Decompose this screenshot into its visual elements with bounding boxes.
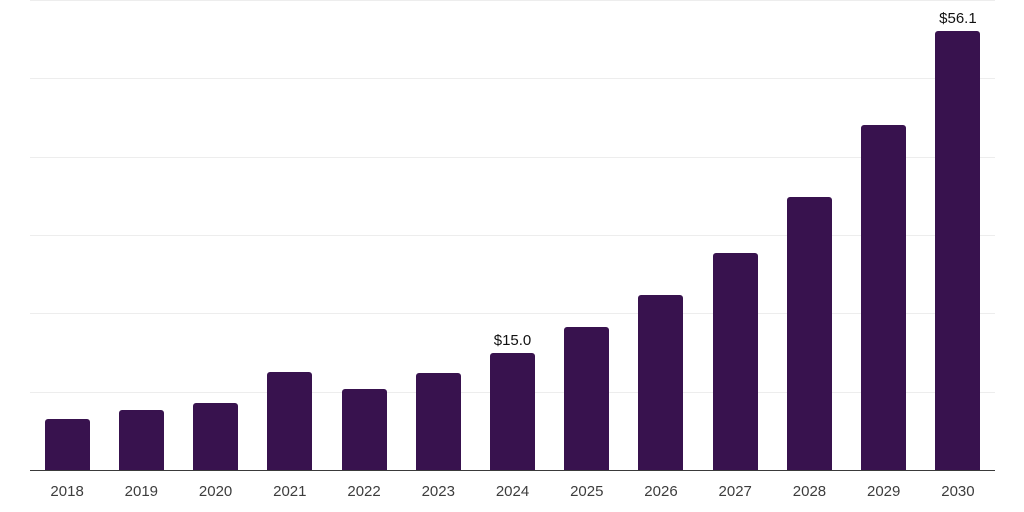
bar-2027[interactable]	[712, 253, 758, 470]
bar-2018[interactable]	[44, 419, 90, 470]
gridline-30	[30, 235, 995, 236]
bar-2022[interactable]	[341, 389, 387, 470]
gridline-40	[30, 156, 995, 158]
x-tick-label-2018: 2018	[50, 483, 84, 500]
bar-2026[interactable]	[638, 295, 684, 470]
gridline-60	[30, 0, 995, 1]
x-axis-tick-labels: 2018 2019 2020 2021 2022 2023 2024 2025 2026 2027…	[30, 470, 995, 500]
x-tick-label-2019: 2019	[124, 483, 159, 500]
x-tick-label-2022: 2022	[347, 483, 381, 500]
x-tick-label-2030: 2030	[941, 483, 975, 500]
gridline-50	[30, 78, 995, 80]
bar-2028[interactable]	[786, 196, 832, 470]
gridline-20	[30, 313, 995, 315]
x-tick-label-2028: 2028	[792, 483, 827, 500]
bar-slot-2026	[624, 0, 698, 470]
x-tick-label-2029: 2029	[867, 483, 901, 500]
x-axis-line	[30, 469, 995, 471]
data-label-2024: $15.0	[493, 331, 532, 349]
x-tick-label-2021: 2021	[273, 483, 307, 500]
bar-2023[interactable]	[415, 372, 461, 470]
bar-slot-2030: $56.1	[921, 0, 995, 470]
bar-series: $15.0 $56.1	[30, 0, 995, 470]
bar-slot-2019	[104, 0, 178, 470]
bar-2021[interactable]	[267, 372, 313, 470]
x-tick-label-2020: 2020	[198, 483, 233, 500]
bar-2029[interactable]	[861, 125, 907, 470]
bar-slot-2020	[178, 0, 252, 470]
bar-2024[interactable]: $15.0	[490, 332, 536, 470]
bar-2030[interactable]: $56.1	[935, 10, 981, 470]
bar-2019[interactable]	[118, 409, 164, 470]
bar-slot-2022	[327, 0, 401, 470]
bar-2025[interactable]	[564, 327, 610, 470]
x-tick-label-2025: 2025	[570, 483, 604, 500]
x-tick-label-2026: 2026	[644, 483, 678, 500]
bar-slot-2028	[772, 0, 846, 470]
data-label-2030: $56.1	[939, 9, 977, 27]
bar-slot-2021	[253, 0, 327, 470]
bar-slot-2018	[30, 0, 104, 470]
bar-slot-2023	[401, 0, 475, 470]
bar-slot-2027	[698, 0, 772, 470]
x-tick-label-2027: 2027	[718, 483, 752, 500]
bar-slot-2025	[550, 0, 624, 470]
bar-slot-2029	[847, 0, 921, 470]
plot-area: $15.0 $56.1	[30, 0, 995, 471]
x-tick-label-2024: 2024	[495, 483, 530, 500]
bar-2020[interactable]	[193, 402, 239, 470]
x-tick-label-2023: 2023	[421, 483, 455, 500]
bar-slot-2024: $15.0	[475, 0, 549, 470]
